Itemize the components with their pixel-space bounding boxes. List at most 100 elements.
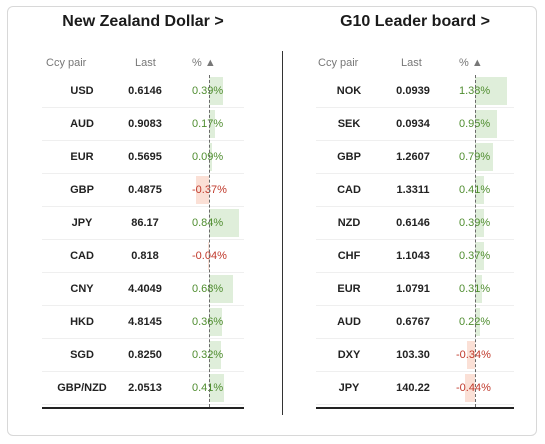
table-row[interactable]: JPY 86.17 0.84% [42, 207, 244, 240]
ccy-pair-cell: HKD [70, 316, 94, 328]
pct-change-cell: 0.31% [459, 283, 491, 295]
change-bar [475, 308, 481, 336]
pct-change-cell: 1.38% [459, 85, 491, 97]
ccy-pair-cell: SGD [70, 349, 94, 361]
nzd-panel-title-link[interactable]: New Zealand Dollar > [62, 13, 224, 30]
table-row[interactable]: USD 0.6146 0.39% [42, 75, 244, 108]
pct-change-cell: 0.17% [192, 118, 224, 130]
ccy-pair-header[interactable]: Ccy pair [46, 57, 87, 69]
table-row[interactable]: CNY 4.4049 0.68% [42, 273, 244, 306]
g10-panel-title-link[interactable]: G10 Leader board > [340, 13, 490, 30]
last-price-cell: 0.9083 [128, 118, 162, 130]
pct-change-cell: 0.41% [459, 184, 491, 196]
pct-change-cell: 0.32% [192, 349, 224, 361]
pct-change-cell: 0.79% [459, 151, 491, 163]
g10-table-body: NOK 0.0939 1.38% SEK 0.0934 0.95% GBP 1.2607 0.7… [316, 75, 514, 405]
table-bottom-rule [316, 407, 514, 409]
table-row[interactable]: SEK 0.0934 0.95% [316, 108, 514, 141]
ccy-pair-cell: DXY [337, 349, 361, 361]
last-price-cell: 0.5695 [128, 151, 162, 163]
ccy-pair-cell: SEK [337, 118, 361, 130]
zero-line [209, 75, 210, 407]
last-price-cell: 0.0934 [396, 118, 430, 130]
pct-sort-header[interactable]: % ▲ [459, 57, 483, 69]
zero-line [475, 75, 476, 407]
last-price-cell: 86.17 [131, 217, 159, 229]
change-bar [209, 77, 224, 105]
ccy-pair-cell: CAD [337, 184, 361, 196]
change-bar [209, 275, 234, 303]
change-bar [475, 176, 485, 204]
pct-change-cell: 0.36% [192, 316, 224, 328]
last-price-cell: 1.2607 [396, 151, 430, 163]
last-price-cell: 103.30 [396, 349, 430, 361]
change-bar [475, 143, 494, 171]
table-row[interactable]: AUD 0.6767 0.22% [316, 306, 514, 339]
table-row[interactable]: GBP/NZD 2.0513 0.41% [42, 372, 244, 405]
change-bar [475, 209, 484, 237]
pct-change-cell: 0.22% [459, 316, 491, 328]
last-price-cell: 1.1043 [396, 250, 430, 262]
table-row[interactable]: GBP 1.2607 0.79% [316, 141, 514, 174]
last-price-cell: 0.4875 [128, 184, 162, 196]
change-bar [467, 341, 475, 369]
last-price-cell: 0.818 [131, 250, 159, 262]
table-row[interactable]: JPY 140.22 -0.44% [316, 372, 514, 405]
table-row[interactable]: DXY 103.30 -0.34% [316, 339, 514, 372]
table-row[interactable]: NOK 0.0939 1.38% [316, 75, 514, 108]
last-price-cell: 0.6146 [128, 85, 162, 97]
ccy-pair-cell: NZD [337, 217, 361, 229]
pct-change-cell: -0.34% [456, 349, 491, 361]
last-price-cell: 140.22 [396, 382, 430, 394]
table-row[interactable]: GBP 0.4875 -0.37% [42, 174, 244, 207]
last-price-cell: 1.3311 [396, 184, 430, 196]
pct-change-cell: 0.41% [192, 382, 224, 394]
change-bar [209, 341, 221, 369]
ccy-pair-cell: JPY [71, 217, 93, 229]
change-bar [209, 110, 216, 138]
table-row[interactable]: CAD 0.818 -0.04% [42, 240, 244, 273]
ccy-pair-cell: CHF [337, 250, 361, 262]
pct-change-cell: -0.44% [456, 382, 491, 394]
change-bar [209, 209, 240, 237]
change-bar [464, 374, 475, 402]
change-bar [207, 242, 209, 270]
ccy-pair-cell: AUD [70, 118, 94, 130]
change-bar [475, 242, 484, 270]
last-price-cell: 1.0791 [396, 283, 430, 295]
table-row[interactable]: AUD 0.9083 0.17% [42, 108, 244, 141]
ccy-pair-cell: AUD [337, 316, 361, 328]
table-row[interactable]: EUR 0.5695 0.09% [42, 141, 244, 174]
ccy-pair-cell: JPY [338, 382, 360, 394]
panel-divider [282, 51, 283, 415]
fx-card: New Zealand Dollar > Ccy pair Last % ▲ U… [7, 6, 537, 436]
ccy-pair-cell: GBP [337, 151, 361, 163]
table-row[interactable]: NZD 0.6146 0.39% [316, 207, 514, 240]
last-price-cell: 0.6146 [396, 217, 430, 229]
pct-change-cell: 0.39% [192, 85, 224, 97]
change-bar [475, 275, 483, 303]
ccy-pair-cell: GBP [70, 184, 94, 196]
last-header[interactable]: Last [135, 57, 156, 69]
change-bar [209, 143, 213, 171]
ccy-pair-header[interactable]: Ccy pair [318, 57, 359, 69]
pct-sort-header[interactable]: % ▲ [192, 57, 216, 69]
pct-change-cell: 0.95% [459, 118, 491, 130]
last-price-cell: 4.4049 [128, 283, 162, 295]
pct-change-cell: 0.84% [192, 217, 224, 229]
pct-change-cell: 0.39% [459, 217, 491, 229]
change-bar [475, 110, 497, 138]
pct-change-cell: 0.68% [192, 283, 224, 295]
change-bar [475, 77, 507, 105]
table-row[interactable]: SGD 0.8250 0.32% [42, 339, 244, 372]
last-price-cell: 2.0513 [128, 382, 162, 394]
table-row[interactable]: CHF 1.1043 0.37% [316, 240, 514, 273]
table-row[interactable]: EUR 1.0791 0.31% [316, 273, 514, 306]
nzd-table-header: Ccy pair Last % ▲ [42, 53, 244, 73]
last-price-cell: 0.6767 [396, 316, 430, 328]
table-row[interactable]: CAD 1.3311 0.41% [316, 174, 514, 207]
last-header[interactable]: Last [401, 57, 422, 69]
g10-table-header: Ccy pair Last % ▲ [316, 53, 514, 73]
table-row[interactable]: HKD 4.8145 0.36% [42, 306, 244, 339]
ccy-pair-cell: USD [70, 85, 94, 97]
